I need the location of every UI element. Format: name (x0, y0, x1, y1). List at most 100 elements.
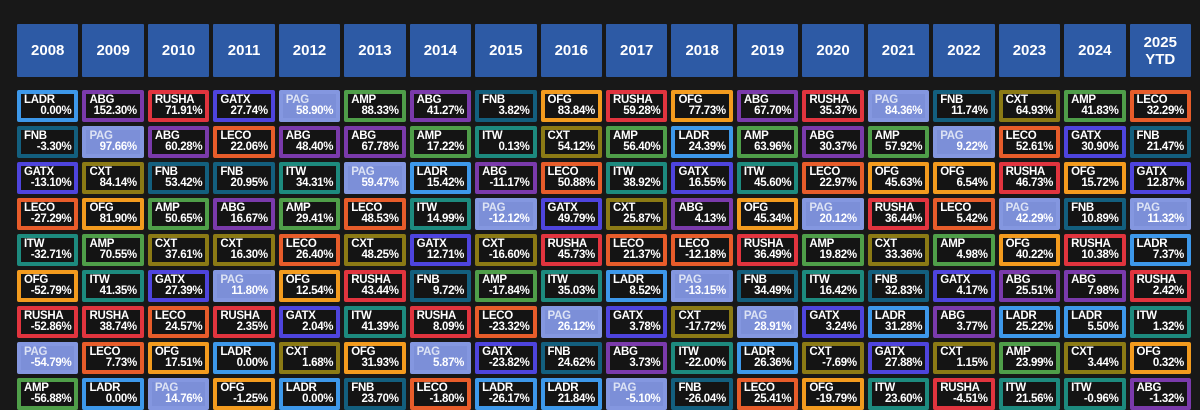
return-cell[interactable]: OFG 40.22% (998, 234, 1061, 266)
return-cell[interactable]: LECO 7.73% (82, 342, 144, 374)
return-cell[interactable]: GATX 4.17% (933, 270, 995, 302)
return-cell[interactable]: PAG 11.80% (213, 270, 275, 302)
return-cell[interactable]: CXT 37.61% (147, 234, 210, 266)
return-cell[interactable]: LADR 0.00% (278, 378, 341, 410)
return-cell[interactable]: AMP 17.22% (409, 126, 472, 158)
return-cell[interactable]: LECO 32.29% (1129, 90, 1191, 122)
return-cell[interactable]: LADR 0.00% (213, 342, 275, 374)
return-cell[interactable]: LECO 5.42% (933, 198, 995, 230)
return-cell[interactable]: ABG 48.40% (278, 126, 341, 158)
return-cell[interactable]: OFG 83.84% (540, 90, 602, 122)
return-cell[interactable]: ABG 7.98% (1064, 270, 1126, 302)
return-cell[interactable]: ITW 21.56% (998, 378, 1061, 410)
return-cell[interactable]: PAG 5.87% (409, 342, 472, 374)
return-cell[interactable]: AMP 41.83% (1064, 90, 1126, 122)
return-cell[interactable]: OFG 77.73% (671, 90, 733, 122)
return-cell[interactable]: LADR 24.39% (671, 126, 733, 158)
return-cell[interactable]: PAG -12.12% (475, 198, 537, 230)
return-cell[interactable]: ITW 34.31% (278, 162, 341, 194)
return-cell[interactable]: CXT 84.14% (82, 162, 144, 194)
return-cell[interactable]: ABG 67.70% (736, 90, 799, 122)
return-cell[interactable]: GATX 27.39% (147, 270, 210, 302)
return-cell[interactable]: LECO 48.53% (344, 198, 406, 230)
return-cell[interactable]: ITW 38.92% (605, 162, 668, 194)
return-cell[interactable]: ITW 14.99% (409, 198, 472, 230)
return-cell[interactable]: OFG 12.54% (278, 270, 341, 302)
return-cell[interactable]: RUSHA -52.86% (17, 306, 79, 338)
return-cell[interactable]: AMP 56.40% (605, 126, 668, 158)
return-cell[interactable]: CXT 3.44% (1064, 342, 1126, 374)
return-cell[interactable]: AMP 88.33% (344, 90, 406, 122)
return-cell[interactable]: LECO -1.80% (409, 378, 472, 410)
return-cell[interactable]: FNB 9.72% (409, 270, 472, 302)
return-cell[interactable]: LADR -26.17% (475, 378, 537, 410)
return-cell[interactable]: AMP 19.82% (802, 234, 864, 266)
return-cell[interactable]: GATX -23.82% (475, 342, 537, 374)
return-cell[interactable]: GATX 49.79% (540, 198, 602, 230)
return-cell[interactable]: LADR 26.36% (736, 342, 799, 374)
return-cell[interactable]: CXT 48.25% (344, 234, 406, 266)
return-cell[interactable]: ITW -32.71% (17, 234, 79, 266)
return-cell[interactable]: AMP -56.88% (17, 378, 79, 410)
return-cell[interactable]: PAG 42.29% (998, 198, 1061, 230)
return-cell[interactable]: RUSHA 36.44% (867, 198, 930, 230)
return-cell[interactable]: GATX 3.24% (802, 306, 864, 338)
return-cell[interactable]: LADR 8.52% (605, 270, 668, 302)
return-cell[interactable]: CXT 64.93% (998, 90, 1061, 122)
return-cell[interactable]: OFG -1.25% (213, 378, 275, 410)
return-cell[interactable]: LECO 22.97% (802, 162, 864, 194)
return-cell[interactable]: ITW 41.35% (82, 270, 144, 302)
return-cell[interactable]: RUSHA 8.09% (409, 306, 472, 338)
return-cell[interactable]: AMP 57.92% (867, 126, 930, 158)
return-cell[interactable]: ITW 1.32% (1129, 306, 1191, 338)
return-cell[interactable]: RUSHA 35.37% (802, 90, 864, 122)
return-cell[interactable]: LADR 31.28% (867, 306, 930, 338)
return-cell[interactable]: GATX 2.04% (278, 306, 341, 338)
return-cell[interactable]: PAG -5.10% (605, 378, 668, 410)
return-cell[interactable]: CXT -16.60% (475, 234, 537, 266)
return-cell[interactable]: CXT 16.30% (213, 234, 275, 266)
return-cell[interactable]: CXT 33.36% (867, 234, 930, 266)
return-cell[interactable]: CXT 25.87% (605, 198, 668, 230)
return-cell[interactable]: CXT -7.69% (802, 342, 864, 374)
return-cell[interactable]: PAG 58.90% (278, 90, 341, 122)
return-cell[interactable]: ITW -22.00% (671, 342, 733, 374)
return-cell[interactable]: LADR 0.00% (82, 378, 144, 410)
return-cell[interactable]: ABG 30.37% (802, 126, 864, 158)
return-cell[interactable]: GATX 27.88% (867, 342, 930, 374)
return-cell[interactable]: PAG 59.47% (344, 162, 406, 194)
return-cell[interactable]: OFG 31.93% (344, 342, 406, 374)
return-cell[interactable]: PAG -13.15% (671, 270, 733, 302)
return-cell[interactable]: LECO 26.40% (278, 234, 341, 266)
return-cell[interactable]: ITW 41.39% (344, 306, 406, 338)
return-cell[interactable]: ITW 23.60% (867, 378, 930, 410)
return-cell[interactable]: OFG 45.63% (867, 162, 930, 194)
return-cell[interactable]: FNB 24.62% (540, 342, 602, 374)
return-cell[interactable]: ABG -1.32% (1129, 378, 1191, 410)
return-cell[interactable]: OFG -19.79% (802, 378, 864, 410)
return-cell[interactable]: OFG 6.54% (933, 162, 995, 194)
return-cell[interactable]: ABG 25.51% (998, 270, 1061, 302)
return-cell[interactable]: PAG 26.12% (540, 306, 602, 338)
return-cell[interactable]: GATX 30.90% (1064, 126, 1126, 158)
return-cell[interactable]: PAG 9.22% (933, 126, 995, 158)
return-cell[interactable]: AMP 50.65% (147, 198, 210, 230)
return-cell[interactable]: GATX 12.87% (1129, 162, 1191, 194)
return-cell[interactable]: FNB 20.95% (213, 162, 275, 194)
return-cell[interactable]: FNB 21.47% (1129, 126, 1191, 158)
return-cell[interactable]: AMP 63.96% (736, 126, 799, 158)
return-cell[interactable]: RUSHA 43.44% (344, 270, 406, 302)
return-cell[interactable]: OFG 45.34% (736, 198, 799, 230)
return-cell[interactable]: ABG 16.67% (213, 198, 275, 230)
return-cell[interactable]: ITW 35.03% (540, 270, 602, 302)
return-cell[interactable]: PAG 11.32% (1129, 198, 1191, 230)
return-cell[interactable]: OFG 81.90% (82, 198, 144, 230)
return-cell[interactable]: PAG 97.66% (82, 126, 144, 158)
return-cell[interactable]: PAG -54.79% (17, 342, 79, 374)
return-cell[interactable]: ABG 152.30% (82, 90, 144, 122)
return-cell[interactable]: OFG 15.72% (1064, 162, 1126, 194)
return-cell[interactable]: AMP 4.98% (933, 234, 995, 266)
return-cell[interactable]: AMP 23.99% (998, 342, 1061, 374)
return-cell[interactable]: LECO 52.61% (998, 126, 1061, 158)
return-cell[interactable]: GATX 12.71% (409, 234, 472, 266)
